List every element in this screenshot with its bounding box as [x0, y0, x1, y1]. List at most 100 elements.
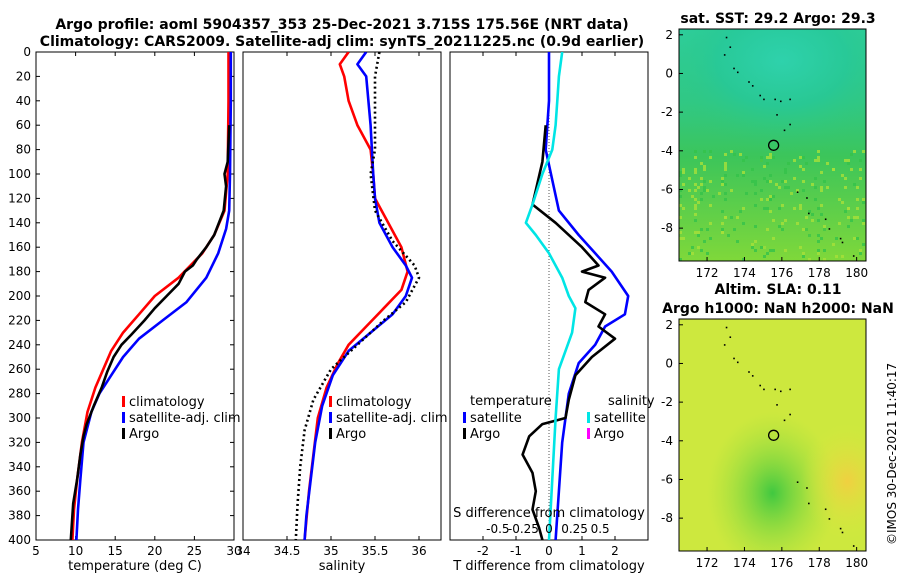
island-dot — [763, 388, 765, 391]
sst-map-axes: 172 174 176 178 180 2 0 -2 -4 -6 -8 — [661, 28, 868, 280]
sst-pixel — [769, 174, 772, 177]
sst-pixel — [700, 198, 703, 201]
map-y-tick-label: -4 — [661, 144, 673, 158]
sst-pixel — [793, 207, 796, 210]
sst-pixel — [703, 165, 706, 168]
y-tick-label: 120 — [8, 191, 31, 205]
sst-pixel — [724, 165, 727, 168]
map-y-tick-label: -6 — [661, 182, 673, 196]
legend-swatch-argo — [463, 428, 466, 439]
x-tick-label: 25 — [187, 544, 202, 558]
island-dot — [839, 237, 842, 240]
sst-pixel — [724, 162, 727, 165]
difference-legend-temperature: temperature satellite Argo — [463, 394, 552, 442]
sla-map-panel: Altim. SLA: 0.11 Argo h1000: NaN h2000: … — [661, 282, 894, 570]
sst-pixel — [709, 237, 712, 240]
sst-pixel — [784, 168, 787, 171]
island-dot — [806, 487, 808, 489]
legend-argo: Argo — [336, 427, 366, 442]
sst-pixel — [844, 177, 847, 180]
sst-pixel — [847, 225, 850, 228]
sst-pixel — [694, 168, 697, 171]
sst-pixel — [784, 180, 787, 183]
sst-pixel — [754, 240, 757, 243]
sst-pixel — [742, 159, 745, 162]
x-tick-label: 35.5 — [362, 544, 389, 558]
sst-pixel — [832, 168, 835, 171]
sst-pixel — [835, 255, 838, 258]
legend-satellite-t: satellite — [470, 411, 522, 426]
sst-pixel — [862, 150, 865, 153]
sst-pixel — [832, 243, 835, 246]
sst-pixel — [778, 186, 781, 189]
sst-pixel — [700, 162, 703, 165]
sst-pixel — [862, 219, 865, 222]
sst-pixel — [721, 222, 724, 225]
sst-pixel — [736, 216, 739, 219]
island-chain — [723, 326, 855, 547]
sst-pixel — [697, 201, 700, 204]
legend-swatch-climatology — [122, 396, 125, 407]
island-chain — [723, 36, 855, 257]
y-tick-label: 240 — [8, 338, 31, 352]
sst-pixel — [802, 168, 805, 171]
sst-pixel — [694, 189, 697, 192]
sst-pixel — [781, 204, 784, 207]
sst-pixel — [730, 216, 733, 219]
map-x-tick-label: 176 — [770, 266, 793, 280]
island-dot — [824, 218, 827, 221]
island-dot — [748, 81, 750, 83]
temperature-axes — [35, 51, 235, 541]
sst-pixel — [793, 177, 796, 180]
sst-pixel — [811, 219, 814, 222]
sst-pixel — [700, 249, 703, 252]
y-tick-label: 300 — [8, 411, 31, 425]
sst-pixel — [736, 240, 739, 243]
sst-pixel — [754, 249, 757, 252]
island-dot — [733, 357, 735, 360]
legend-satellite: satellite-adj. clim — [336, 411, 448, 426]
sst-pixel — [724, 174, 727, 177]
sst-pixel — [688, 177, 691, 180]
sst-pixel — [724, 216, 727, 219]
sst-pixel — [802, 252, 805, 255]
sst-pixel — [760, 159, 763, 162]
y-tick-label: 40 — [16, 94, 31, 108]
sst-pixel — [763, 207, 766, 210]
map-y-tick-label: -4 — [661, 434, 673, 448]
sst-pixel — [766, 180, 769, 183]
y-tick-label: 60 — [16, 118, 31, 132]
sst-pixel — [796, 222, 799, 225]
sst-pixel — [799, 246, 802, 249]
y-tick-label: 220 — [8, 313, 31, 327]
sst-pixel — [742, 171, 745, 174]
sst-pixel — [760, 246, 763, 249]
x-tick-label: -1 — [510, 544, 522, 558]
difference-panel: -2 -1 0 1 2 T difference from climatology S … — [449, 51, 655, 574]
sst-pixel — [862, 222, 865, 225]
sst-pixel — [703, 189, 706, 192]
island-dot — [789, 123, 791, 126]
sst-pixel — [772, 156, 775, 159]
x-tick-label: 30 — [226, 544, 241, 558]
sst-pixel — [751, 243, 754, 246]
sst-pixel — [811, 183, 814, 186]
sst-pixel — [703, 240, 706, 243]
sst-pixel — [817, 150, 820, 153]
map-y-tick-label: -2 — [661, 395, 673, 409]
sst-pixel — [763, 165, 766, 168]
legend-argo-t: Argo — [470, 427, 500, 442]
island-dot — [723, 344, 726, 346]
island-dot — [733, 67, 735, 70]
island-dot — [759, 94, 762, 97]
s-diff-tick-label: 0.5 — [591, 522, 610, 536]
sst-pixel — [784, 171, 787, 174]
sst-pixel — [808, 234, 811, 237]
difference-xlabel: T difference from climatology — [452, 559, 645, 574]
s-diff-tick-label: 0.25 — [561, 522, 588, 536]
y-tick-label: 260 — [8, 362, 31, 376]
sst-pixel — [784, 219, 787, 222]
sst-pixel — [844, 159, 847, 162]
sst-pixel — [835, 237, 838, 240]
sst-pixel — [844, 210, 847, 213]
